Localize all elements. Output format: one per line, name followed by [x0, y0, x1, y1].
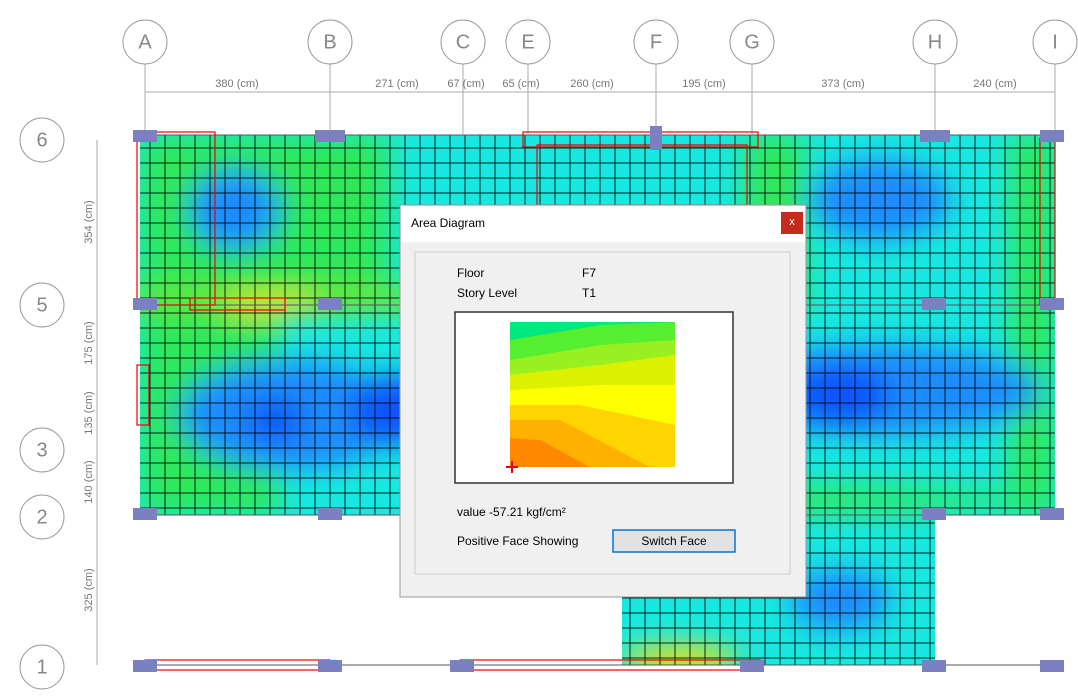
x-dimension: 67 (cm): [447, 78, 484, 90]
column-label: I: [1052, 31, 1058, 53]
column-label: E: [521, 31, 534, 53]
row-label: 6: [36, 129, 47, 151]
y-dimension: 140 (cm): [83, 460, 95, 503]
y-dimension: 175 (cm): [83, 321, 95, 364]
x-dimension: 271 (cm): [375, 78, 418, 90]
x-dimension: 373 (cm): [821, 78, 864, 90]
y-dimension: 354 (cm): [83, 200, 95, 243]
y-dimension: 135 (cm): [83, 391, 95, 434]
column-label: G: [744, 31, 760, 53]
face-text: Positive Face Showing: [457, 534, 578, 548]
x-dimension: 240 (cm): [973, 78, 1016, 90]
preview-contour: [506, 322, 675, 473]
screen: A B C E F G H I 6 5 3 2 1 380 (cm) 271 (cm) 67 (cm) 65 (…: [0, 0, 1078, 696]
close-label[interactable]: x: [789, 216, 795, 228]
column-label: B: [323, 31, 336, 53]
column-label: C: [456, 31, 470, 53]
x-dimension: 195 (cm): [682, 78, 725, 90]
field-value: T1: [582, 286, 596, 300]
row-label: 2: [36, 506, 47, 528]
field-label: Floor: [457, 266, 484, 280]
row-label: 1: [36, 656, 47, 678]
area-diagram-dialog: Area Diagram x Floor F7 Story Level T1 v…: [400, 205, 806, 597]
column-label: H: [928, 31, 942, 53]
x-dimension: 260 (cm): [570, 78, 613, 90]
field-label: Story Level: [457, 286, 517, 300]
column-label: F: [650, 31, 662, 53]
y-dimension: 325 (cm): [83, 568, 95, 611]
field-value: F7: [582, 266, 596, 280]
dialog-title: Area Diagram: [411, 216, 485, 230]
row-label: 5: [36, 294, 47, 316]
button-label[interactable]: Switch Face: [641, 534, 707, 548]
column-label: A: [138, 31, 152, 53]
value-text: value -57.21 kgf/cm²: [457, 505, 566, 519]
x-dimension: 380 (cm): [215, 78, 258, 90]
x-dimension: 65 (cm): [502, 78, 539, 90]
row-label: 3: [36, 439, 47, 461]
